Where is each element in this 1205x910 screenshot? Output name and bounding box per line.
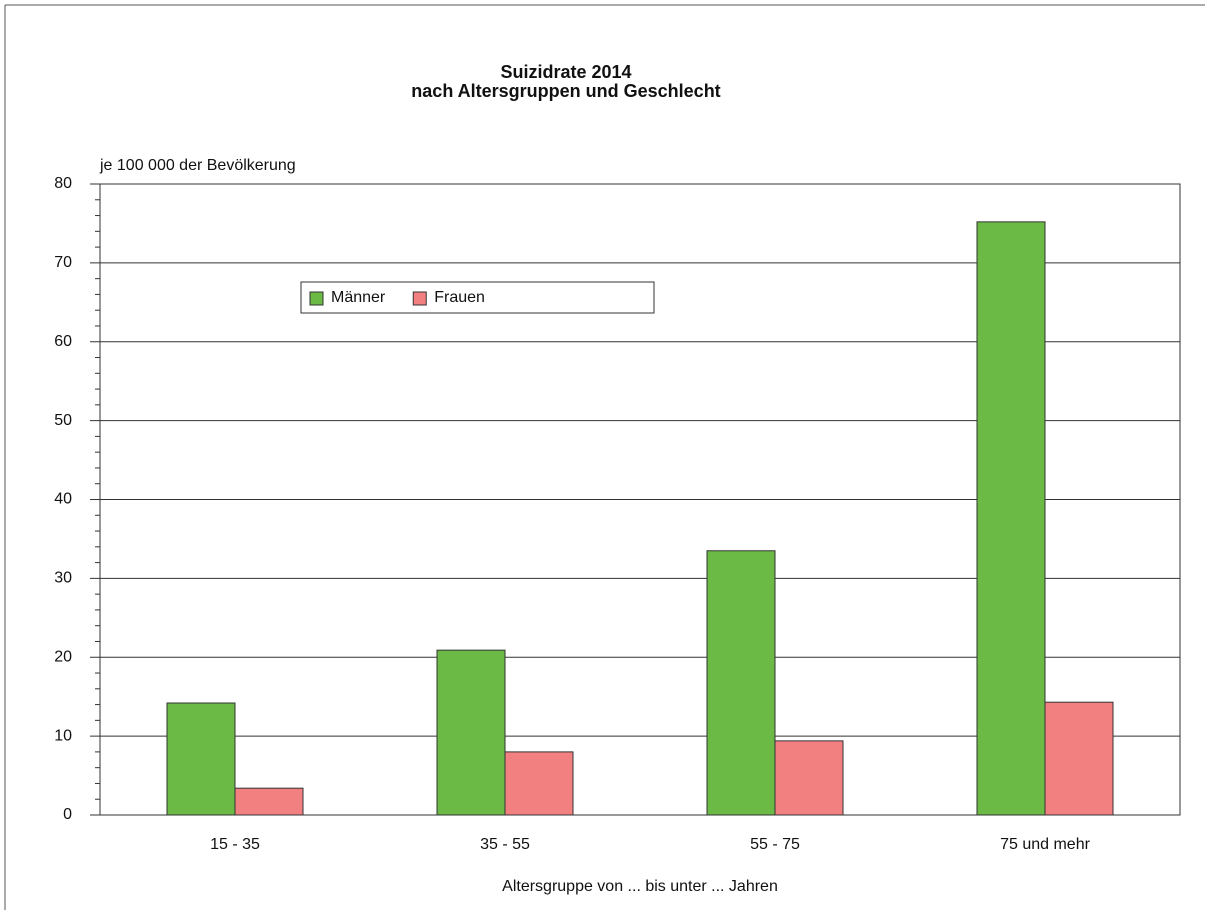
y-tick-label: 20 [54,648,72,665]
x-tick-label: 55 - 75 [750,836,800,853]
y-tick-label: 10 [54,727,72,744]
x-tick-label: 35 - 55 [480,836,530,853]
y-tick-label: 50 [54,412,72,429]
x-tick-label: 15 - 35 [210,836,260,853]
y-tick-label: 60 [54,333,72,350]
bar [774,740,844,816]
y-tick-label: 80 [54,175,72,192]
legend-box [300,281,655,314]
bar [504,751,574,816]
bar [436,649,506,816]
legend-swatch [309,291,324,306]
legend-swatch [412,291,427,306]
y-tick-label: 0 [63,806,72,823]
x-tick-label: 75 und mehr [1000,836,1091,853]
y-tick-label: 30 [54,570,72,587]
x-axis-label: Altersgruppe von ... bis unter ... Jahre… [502,878,778,895]
y-axis-label: je 100 000 der Bevölkerung [99,157,296,174]
y-tick-label: 40 [54,491,72,508]
chart-subtitle: nach Altersgruppen und Geschlecht [411,81,720,101]
chart-title: Suizidrate 2014 [500,62,631,82]
legend-label: Frauen [434,289,485,306]
y-tick-label: 70 [54,254,72,271]
bar [166,702,236,816]
bar [706,550,776,816]
bar [976,221,1046,816]
legend-label: Männer [331,289,386,306]
bar [1044,701,1114,816]
bar [234,787,304,816]
